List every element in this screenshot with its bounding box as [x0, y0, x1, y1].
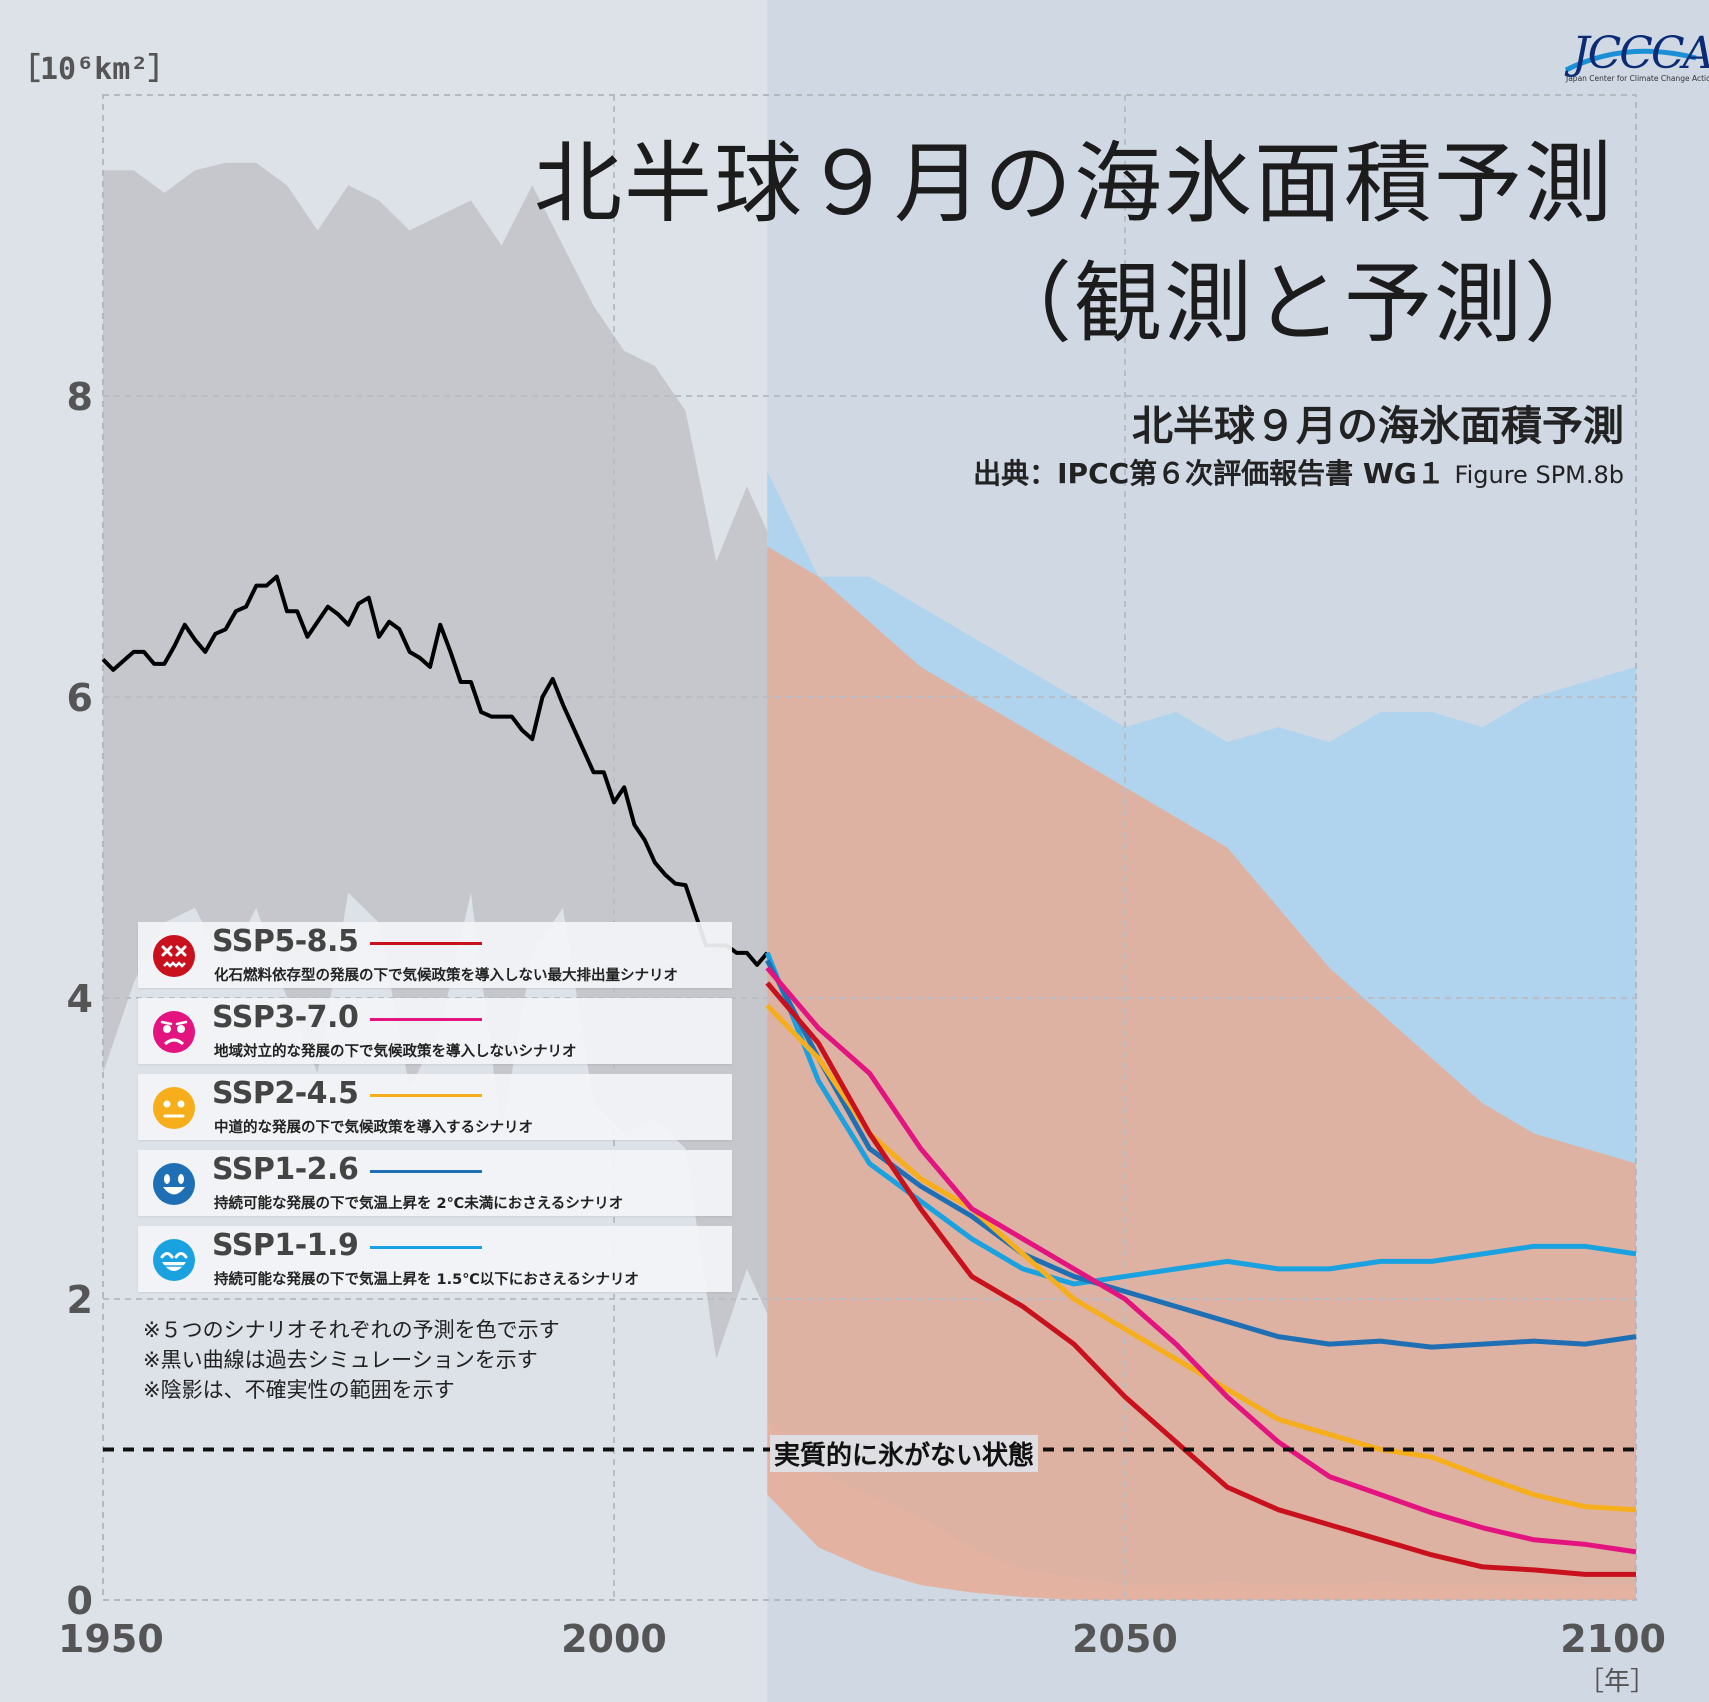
legend-desc: 地域対立的な発展の下で気候政策を導入しないシナリオ [214, 1044, 577, 1060]
series-line-ssp3-7.0 [765, 966, 1637, 1555]
historical-simulation-line [101, 574, 769, 967]
legend-name: SSP1-1.9 [212, 1228, 359, 1263]
legend-swatch [370, 942, 482, 945]
legend-swatch [370, 1018, 482, 1021]
legend-name: SSP2-4.5 [212, 1076, 359, 1111]
legend-desc: 化石燃料依存型の発展の下で気候政策を導入しない最大排出量シナリオ [214, 968, 678, 984]
legend-ssp585: SSP5-8.5 化石燃料依存型の発展の下で気候政策を導入しない最大排出量シナリ… [138, 922, 732, 988]
x-tick-label: 1950 [58, 1617, 164, 1661]
legend-ssp126: SSP1-2.6 持続可能な発展の下で気温上昇を 2℃未満におさえるシナリオ [138, 1150, 732, 1216]
face-worried-icon [153, 1011, 195, 1053]
note-1: ※５つのシナリオそれぞれの予測を色で示す [143, 1318, 560, 1342]
y-tick-label: 6 [67, 676, 93, 720]
ice-free-label: 実質的に氷がない状態 [770, 1435, 1039, 1472]
face-neutral-icon [153, 1087, 195, 1129]
series-line-ssp2-4.5 [765, 1003, 1637, 1513]
y-tick-label: 4 [67, 977, 93, 1021]
legend-name: SSP1-2.6 [212, 1152, 359, 1187]
legend-ssp370: SSP3-7.0 地域対立的な発展の下で気候政策を導入しないシナリオ [138, 998, 732, 1064]
page-title-line1: 北半球９月の海氷面積予測 [533, 132, 1614, 235]
x-tick-label: 2000 [561, 1617, 667, 1661]
face-smile-icon [153, 1163, 195, 1205]
source-figure: Figure SPM.8b [1454, 461, 1624, 489]
logo-subtitle: Japan Center for Climate Change Actions [1566, 74, 1709, 83]
x-tick-label: 2050 [1072, 1617, 1178, 1661]
note-3: ※陰影は、不確実性の範囲を示す [143, 1378, 455, 1402]
source-citation: 出典：IPCC第６次評価報告書 WG１ Figure SPM.8b [973, 452, 1624, 492]
legend-desc: 中道的な発展の下で気候政策を導入するシナリオ [214, 1120, 533, 1136]
logo-text: JCCCA [1572, 28, 1709, 79]
note-2: ※黒い曲線は過去シミュレーションを示す [143, 1348, 538, 1372]
y-tick-label: 8 [67, 375, 93, 419]
y-tick-label: 0 [67, 1579, 93, 1623]
jccca-logo-icon [1564, 48, 1697, 73]
series-line-ssp5-8.5 [765, 981, 1636, 1577]
legend-name: SSP3-7.0 [212, 1000, 359, 1035]
legend-swatch [370, 1170, 482, 1173]
page-title-line2: （観測と予測） [983, 252, 1614, 355]
y-axis-unit: ［10⁶km²］ [10, 52, 179, 87]
chart-subtitle: 北半球９月の海氷面積予測 [1132, 402, 1624, 450]
x-tick-label: 2100 [1560, 1617, 1666, 1661]
legend-desc: 持続可能な発展の下で気温上昇を 2℃未満におさえるシナリオ [214, 1196, 624, 1212]
legend-ssp245: SSP2-4.5 中道的な発展の下で気候政策を導入するシナリオ [138, 1074, 732, 1140]
source-text: 出典：IPCC第６次評価報告書 WG１ [973, 457, 1445, 490]
series-line-ssp1-2.6 [765, 959, 1637, 1350]
legend-name: SSP5-8.5 [212, 924, 359, 959]
y-tick-label: 2 [67, 1278, 93, 1322]
face-grin-icon [153, 1239, 195, 1281]
face-dizzy-icon [153, 935, 195, 977]
x-axis-unit: ［年］ [1578, 1667, 1656, 1697]
legend-ssp119: SSP1-1.9 持続可能な発展の下で気温上昇を 1.5℃以下におさえるシナリオ [138, 1226, 732, 1292]
legend-swatch [370, 1094, 482, 1097]
legend-swatch [370, 1246, 482, 1249]
uncertainty-band-ssp5-8.5 [767, 546, 1636, 1600]
legend-desc: 持続可能な発展の下で気温上昇を 1.5℃以下におさえるシナリオ [214, 1272, 639, 1288]
